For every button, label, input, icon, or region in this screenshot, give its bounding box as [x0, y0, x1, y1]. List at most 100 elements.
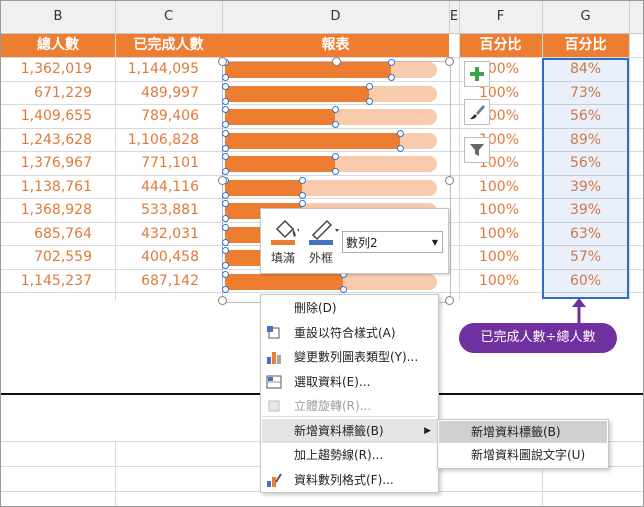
cell-pct2[interactable]: 39%: [569, 202, 602, 218]
series-selection-dot: [340, 286, 347, 293]
chart-resize-handle[interactable]: [445, 57, 454, 66]
col-header-f[interactable]: F: [459, 1, 543, 33]
cell-pct1[interactable]: 100%: [478, 226, 519, 242]
col-header-g[interactable]: G: [542, 1, 630, 33]
cell-total[interactable]: 1,409,655: [20, 108, 92, 124]
series-selection-dot: [332, 106, 339, 113]
series-selection-dot: [222, 98, 229, 105]
fill-label[interactable]: 填滿: [271, 251, 296, 265]
cell-pct1[interactable]: 100%: [478, 273, 519, 289]
context-menu-item[interactable]: 刪除(D): [262, 296, 437, 320]
cell-pct1[interactable]: 100%: [478, 179, 519, 195]
cell-pct2[interactable]: 56%: [569, 155, 602, 171]
context-menu-item-label: 加上趨勢線(R)...: [294, 448, 384, 462]
cell-total[interactable]: 685,764: [34, 226, 92, 242]
header-done[interactable]: 已完成人數: [115, 34, 222, 57]
bar-completed[interactable]: [225, 62, 391, 78]
cell-done[interactable]: 1,144,095: [127, 61, 199, 77]
chart-resize-handle[interactable]: [332, 57, 341, 66]
bar-completed[interactable]: [225, 156, 335, 172]
cell-pct2[interactable]: 89%: [569, 132, 602, 148]
reset-style-icon: [266, 325, 282, 341]
cell-done[interactable]: 400,458: [141, 249, 199, 265]
cell-total[interactable]: 1,145,237: [20, 273, 92, 289]
bar-completed[interactable]: [225, 86, 369, 102]
context-menu-item[interactable]: 加上趨勢線(R)...: [262, 443, 437, 467]
cell-pct1[interactable]: 100%: [478, 249, 519, 265]
cell-done[interactable]: 533,881: [141, 202, 199, 218]
cell-pct2[interactable]: 56%: [569, 108, 602, 124]
cell-pct2[interactable]: 63%: [569, 226, 602, 242]
bar-completed[interactable]: [225, 133, 400, 149]
cell-pct1[interactable]: 100%: [478, 202, 519, 218]
cell-total[interactable]: 671,229: [34, 85, 92, 101]
fill-bucket-icon[interactable]: [269, 215, 299, 245]
menu-divider: [262, 416, 435, 417]
chart-resize-handle[interactable]: [218, 57, 227, 66]
cell-done[interactable]: 789,406: [141, 108, 199, 124]
chart-resize-handle[interactable]: [445, 296, 454, 305]
chart-elements-button[interactable]: [464, 61, 490, 87]
bar-completed[interactable]: [225, 180, 302, 196]
column-header-bar: B C D E F G: [1, 1, 643, 34]
col-header-b[interactable]: B: [1, 1, 116, 33]
col-header-e[interactable]: E: [449, 1, 460, 33]
header-pct2[interactable]: 百分比: [542, 34, 629, 57]
context-menu-item[interactable]: 新增資料標籤(B) ▶: [262, 418, 437, 443]
col-header-d[interactable]: D: [222, 1, 450, 33]
series-selection-dot: [397, 145, 404, 152]
context-menu-item[interactable]: 資料數列格式(F)...: [262, 468, 437, 492]
cell-total[interactable]: 1,138,761: [20, 179, 92, 195]
cell-pct2[interactable]: 60%: [569, 273, 602, 289]
series-selection-dot: [222, 106, 229, 113]
context-menu: 刪除(D) 重設以符合樣式(A) 變更數列圖表類型(Y)... 選取資料(E)... 立…: [260, 294, 439, 493]
header-chart[interactable]: 報表: [222, 34, 449, 57]
cell-done[interactable]: 489,997: [141, 85, 199, 101]
submenu-item-add-data-callouts[interactable]: 新增資料圖說文字(U): [471, 448, 586, 462]
chart-styles-button[interactable]: [464, 99, 490, 125]
cell-done[interactable]: 687,142: [141, 273, 199, 289]
cell-done[interactable]: 432,031: [141, 226, 199, 242]
cell-total[interactable]: 1,243,628: [20, 132, 92, 148]
cell-total[interactable]: 1,376,967: [20, 155, 92, 171]
chart-resize-handle[interactable]: [445, 176, 454, 185]
context-menu-item[interactable]: 立體旋轉(R)...: [262, 394, 437, 418]
cell-done[interactable]: 444,116: [141, 179, 199, 195]
context-menu-item-label: 新增資料標籤(B): [294, 423, 384, 438]
cell-pct2[interactable]: 57%: [569, 249, 602, 265]
selected-range-g[interactable]: [542, 58, 629, 299]
outline-label[interactable]: 外框: [309, 251, 334, 265]
cell-pct2[interactable]: 39%: [569, 179, 602, 195]
bar-completed[interactable]: [225, 109, 335, 125]
cell-done[interactable]: 1,106,828: [127, 132, 199, 148]
callout-arrow: [572, 298, 586, 325]
col-header-c[interactable]: C: [115, 1, 223, 33]
chart-resize-handle[interactable]: [218, 176, 227, 185]
series-select[interactable]: 數列2 ▼: [342, 231, 443, 253]
chart-filters-button[interactable]: [464, 137, 490, 163]
header-total[interactable]: 總人數: [1, 34, 115, 57]
grid-line: [1, 198, 643, 199]
context-menu-item[interactable]: 重設以符合樣式(A): [262, 321, 437, 345]
series-selection-dot: [222, 262, 229, 269]
outline-pen-icon[interactable]: [307, 215, 341, 245]
context-menu-item[interactable]: 選取資料(E)...: [262, 370, 437, 394]
series-select-value: 數列2: [346, 236, 378, 250]
cell-total[interactable]: 702,559: [34, 249, 92, 265]
submenu: 新增資料標籤(B) 新增資料圖說文字(U): [437, 419, 609, 469]
bar-completed[interactable]: [225, 274, 343, 290]
table-row: 1,138,761 444,116 100% 39%: [1, 176, 643, 199]
cell-pct2[interactable]: 84%: [569, 61, 602, 77]
cell-pct1[interactable]: 100%: [478, 85, 519, 101]
cell-done[interactable]: 771,101: [141, 155, 199, 171]
chart-resize-handle[interactable]: [218, 296, 227, 305]
submenu-item-add-data-labels[interactable]: 新增資料標籤(B): [439, 421, 607, 443]
cell-total[interactable]: 1,362,019: [20, 61, 92, 77]
header-pct1[interactable]: 百分比: [459, 34, 542, 57]
series-selection-dot: [222, 153, 229, 160]
series-selection-dot: [222, 130, 229, 137]
cell-total[interactable]: 1,368,928: [20, 202, 92, 218]
cell-pct2[interactable]: 73%: [569, 85, 602, 101]
context-menu-item[interactable]: 變更數列圖表類型(Y)...: [262, 345, 437, 369]
table-row: 1,145,237 687,142 100% 60%: [1, 270, 643, 293]
